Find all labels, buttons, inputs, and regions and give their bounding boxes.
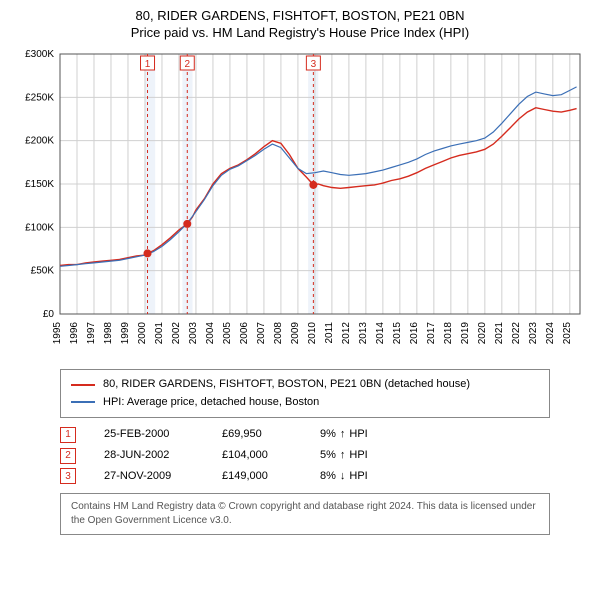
y-tick-label: £250K [25,92,54,103]
sale-diff-pct: 9% [320,424,336,445]
sale-diff-pct: 5% [320,445,336,466]
sale-row: 1 25-FEB-2000 £69,950 9%↑HPI [60,424,550,445]
x-tick-label: 2006 [239,322,250,345]
sale-row-marker: 2 [60,448,76,464]
x-tick-label: 1995 [52,322,63,345]
x-tick-label: 2014 [375,322,386,345]
sale-diff: 8%↓HPI [320,466,368,487]
x-tick-label: 2007 [256,322,267,345]
x-tick-label: 2017 [426,322,437,345]
x-tick-label: 2011 [324,322,335,344]
sale-price: £69,950 [222,424,292,445]
y-tick-label: £150K [25,179,54,190]
legend-row: HPI: Average price, detached house, Bost… [71,394,539,412]
x-tick-label: 2002 [171,322,182,345]
chart-title-line2: Price paid vs. HM Land Registry's House … [10,25,590,40]
sale-marker-number: 3 [311,59,317,70]
legend-swatch [71,401,95,403]
x-tick-label: 2001 [154,322,165,345]
sale-diff-suffix: HPI [349,445,367,466]
x-tick-label: 2022 [511,322,522,345]
x-tick-label: 2016 [409,322,420,345]
x-tick-label: 2025 [562,322,573,345]
sale-price: £104,000 [222,445,292,466]
chart-title-line1: 80, RIDER GARDENS, FISHTOFT, BOSTON, PE2… [10,8,590,23]
x-tick-label: 1999 [120,322,131,345]
x-tick-label: 2008 [273,322,284,345]
x-tick-label: 2000 [137,322,148,345]
sale-row-marker: 3 [60,468,76,484]
sale-date: 28-JUN-2002 [104,445,194,466]
sale-diff: 5%↑HPI [320,445,368,466]
sales-table: 125-FEB-2000£69,9509%↑HPI228-JUN-2002£10… [60,424,550,487]
x-tick-label: 2019 [460,322,471,345]
sale-diff-pct: 8% [320,466,336,487]
arrow-down-icon: ↓ [340,466,346,487]
legend-row: 80, RIDER GARDENS, FISHTOFT, BOSTON, PE2… [71,376,539,394]
legend-swatch [71,384,95,386]
x-tick-label: 2023 [528,322,539,345]
x-tick-label: 2020 [477,322,488,345]
x-tick-label: 2010 [307,322,318,345]
x-tick-label: 2005 [222,322,233,345]
sale-marker-number: 1 [145,59,151,70]
y-tick-label: £0 [43,309,55,320]
sale-row-marker: 1 [60,427,76,443]
x-tick-label: 2003 [188,322,199,345]
x-tick-label: 1996 [69,322,80,345]
chart-container: 80, RIDER GARDENS, FISHTOFT, BOSTON, PE2… [0,0,600,545]
attribution-box: Contains HM Land Registry data © Crown c… [60,493,550,535]
arrow-up-icon: ↑ [340,445,346,466]
line-chart-svg: £0 £50K £100K £150K £200K £250K £300K 1995 1996 1… [10,48,590,358]
arrow-up-icon: ↑ [340,424,346,445]
x-tick-label: 2021 [494,322,505,345]
sale-row: 2 28-JUN-2002 £104,000 5%↑HPI [60,445,550,466]
y-tick-label: £200K [25,136,54,147]
y-tick-label: £100K [25,222,54,233]
chart-area: £0 £50K £100K £150K £200K £250K £300K 1995 1996 1… [10,48,590,363]
sale-date: 27-NOV-2009 [104,466,194,487]
x-tick-label: 2004 [205,322,216,345]
x-tick-label: 2024 [545,322,556,345]
x-tick-label: 1997 [86,322,97,345]
x-tick-label: 2015 [392,322,403,345]
sale-diff-suffix: HPI [349,424,367,445]
sale-diff: 9%↑HPI [320,424,368,445]
x-tick-label: 2013 [358,322,369,345]
x-tick-label: 2012 [341,322,352,345]
y-tick-label: £300K [25,49,54,60]
sale-dot [144,249,152,257]
legend-box: 80, RIDER GARDENS, FISHTOFT, BOSTON, PE2… [60,369,550,418]
sale-date: 25-FEB-2000 [104,424,194,445]
x-tick-label: 2009 [290,322,301,345]
sale-dot [309,181,317,189]
legend-label: HPI: Average price, detached house, Bost… [103,394,319,412]
y-tick-label: £50K [31,266,55,277]
x-tick-label: 1998 [103,322,114,345]
sale-diff-suffix: HPI [349,466,367,487]
attribution-text: Contains HM Land Registry data © Crown c… [71,501,536,526]
legend-label: 80, RIDER GARDENS, FISHTOFT, BOSTON, PE2… [103,376,470,394]
sale-price: £149,000 [222,466,292,487]
x-tick-label: 2018 [443,322,454,345]
sale-marker-number: 2 [184,59,190,70]
sale-dot [183,220,191,228]
sale-row: 3 27-NOV-2009 £149,000 8%↓HPI [60,466,550,487]
